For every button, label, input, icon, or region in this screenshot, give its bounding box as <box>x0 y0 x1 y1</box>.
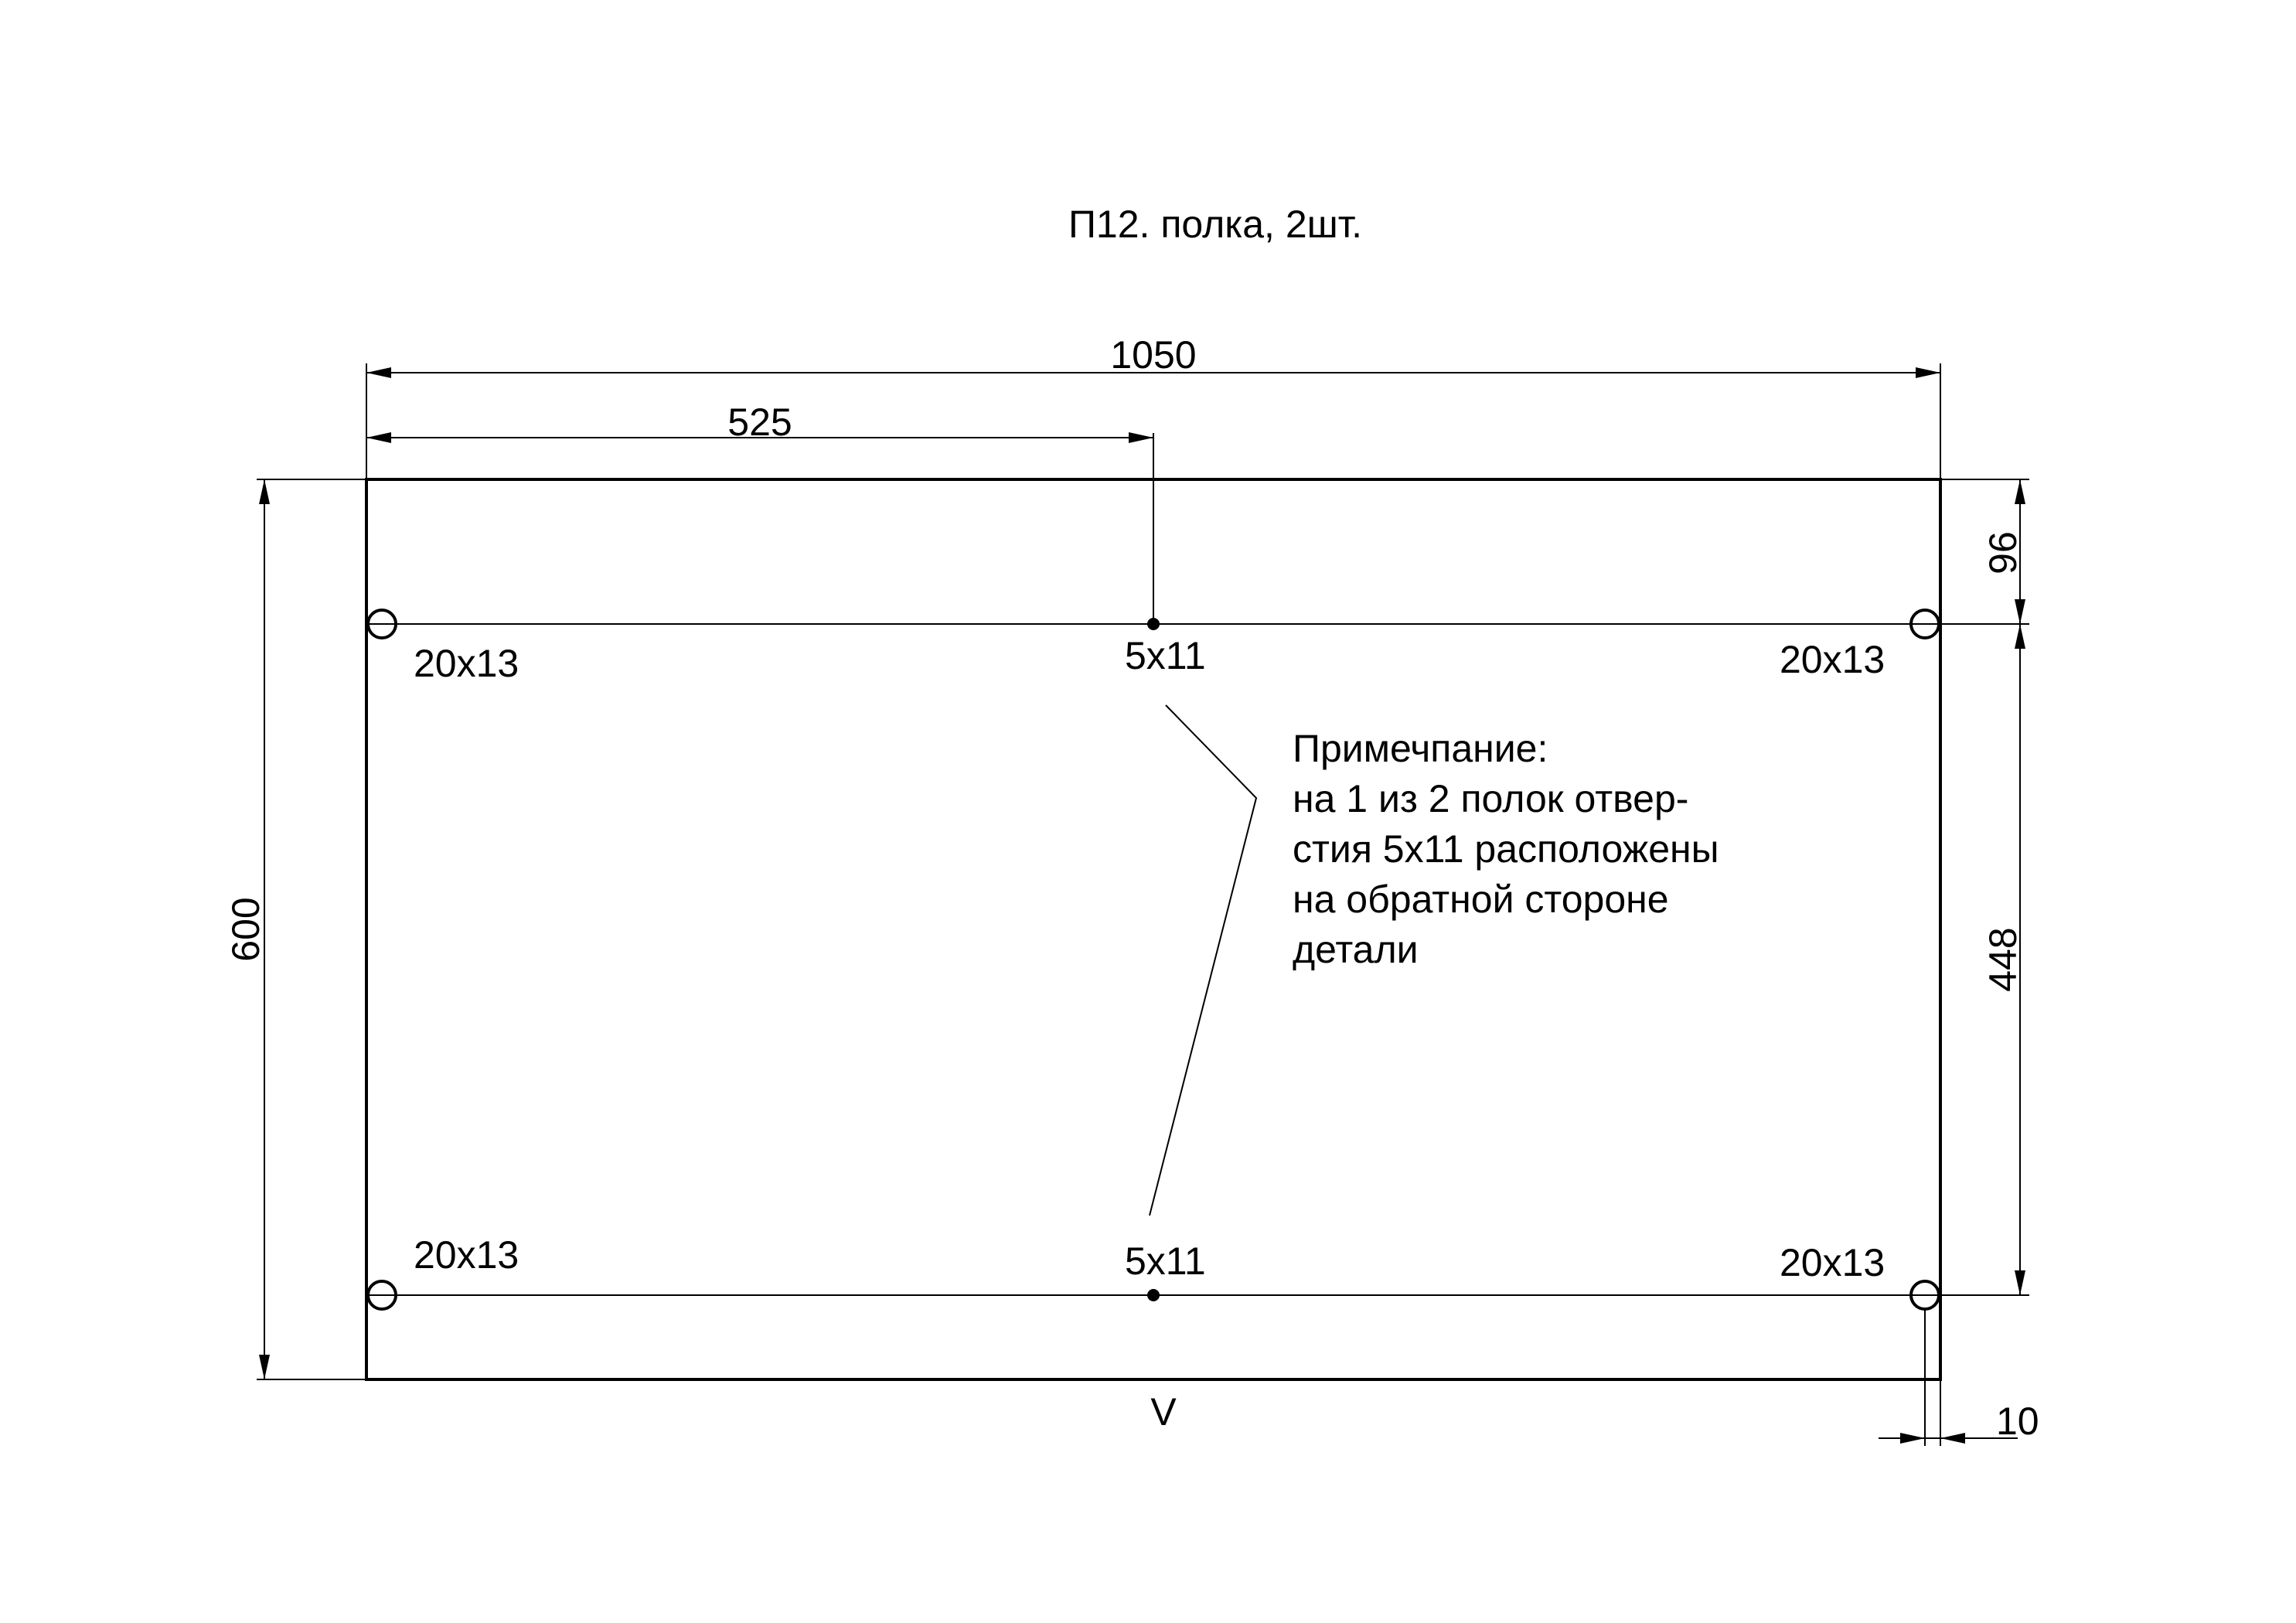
hole-label-bottom-center: 5x11 <box>1125 1239 1206 1283</box>
note-line: Примечпание: <box>1293 727 1548 770</box>
hole-top-right <box>1909 609 1940 639</box>
dimension-overall-width: 1050 <box>366 333 1941 479</box>
hole-top-left <box>366 609 397 639</box>
dimension-overall-width-label: 1050 <box>1110 333 1196 377</box>
dimension-center-offset-label: 525 <box>727 401 792 444</box>
dimension-edge-offset-label: 10 <box>1996 1400 2039 1443</box>
grain-mark: V <box>1150 1390 1177 1434</box>
note-line: на 1 из 2 полок отвер- <box>1293 777 1688 820</box>
note-leader <box>1149 704 1258 1216</box>
hole-label-top-center: 5x11 <box>1125 634 1206 677</box>
drawing-title: П12. полка, 2шт. <box>1068 203 1362 246</box>
hole-label-top-right: 20x13 <box>1780 638 1885 681</box>
note: Примечпание: на 1 из 2 полок отвер- стия… <box>1293 727 1719 971</box>
dimension-top-row-offset: 96 <box>1940 479 2029 625</box>
dimension-overall-height-label: 600 <box>224 897 267 961</box>
hole-bottom-left <box>366 1280 397 1311</box>
dimension-overall-height: 600 <box>224 479 366 1380</box>
dimension-row-spacing-label: 448 <box>1981 927 2025 991</box>
dimension-row-spacing: 448 <box>1981 624 2029 1296</box>
hole-label-bottom-left: 20x13 <box>414 1233 519 1277</box>
note-line: детали <box>1293 928 1419 971</box>
hole-label-top-left: 20x13 <box>414 642 519 685</box>
dimension-edge-offset: 10 <box>1879 1309 2039 1446</box>
hole-label-bottom-right: 20x13 <box>1780 1241 1885 1284</box>
note-line: стия 5х11 расположены <box>1293 827 1719 871</box>
note-line: на обратной стороне <box>1293 878 1669 921</box>
dimension-top-row-offset-label: 96 <box>1981 531 2025 575</box>
dimension-center-offset: 525 <box>366 401 1154 624</box>
hole-bottom-center <box>1147 1289 1160 1301</box>
